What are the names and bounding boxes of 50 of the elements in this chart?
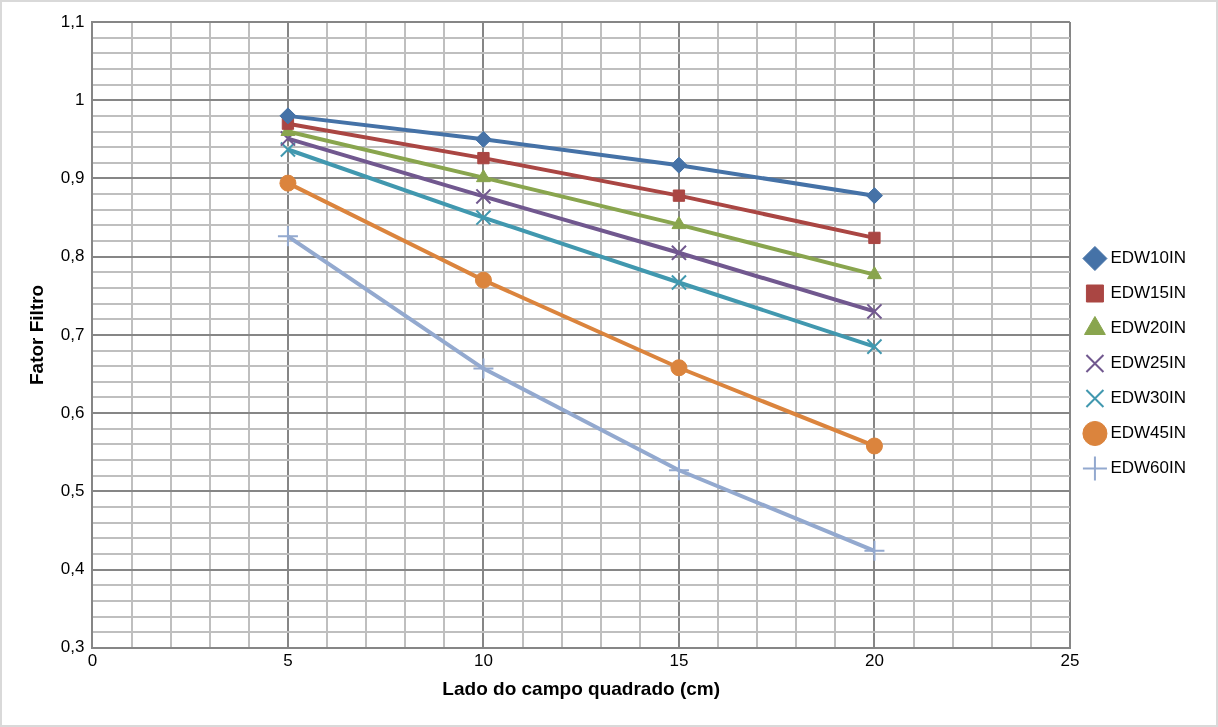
- point: [866, 303, 883, 320]
- point: [672, 189, 686, 202]
- x-tick-label: 15: [669, 650, 689, 670]
- legend-label: EDW25IN: [1110, 353, 1187, 373]
- point: [670, 359, 688, 377]
- y-tick-label: 0,5: [60, 481, 85, 501]
- legend-label: EDW45IN: [1110, 423, 1187, 443]
- point: [867, 266, 882, 280]
- point: [279, 174, 297, 192]
- point: [868, 231, 881, 245]
- y-tick-label: 0,7: [60, 324, 85, 344]
- point: [279, 130, 296, 147]
- y-tick-label: 0,6: [60, 402, 85, 422]
- legend-label: EDW30IN: [1110, 388, 1187, 408]
- x-tick-label: 0: [87, 650, 98, 670]
- legend-label: EDW60IN: [1110, 458, 1187, 478]
- point: [279, 107, 297, 125]
- point: [474, 130, 492, 148]
- point: [670, 156, 688, 174]
- x-tick-label: 5: [283, 650, 293, 670]
- point: [477, 151, 490, 165]
- legend-label: EDW20IN: [1110, 318, 1187, 338]
- point: [671, 216, 687, 230]
- legend-label: EDW15IN: [1110, 283, 1187, 303]
- point: [866, 338, 883, 355]
- point: [475, 209, 492, 226]
- point: [667, 459, 690, 482]
- point: [276, 225, 299, 248]
- y-tick-label: 0,3: [60, 637, 85, 657]
- point: [863, 539, 886, 562]
- legend-label: EDW10IN: [1110, 248, 1187, 268]
- point: [472, 357, 495, 380]
- x-tick-label: 25: [1060, 650, 1080, 670]
- y-axis-title: Fator Filtro: [25, 284, 47, 386]
- point: [865, 437, 883, 455]
- point: [279, 141, 296, 158]
- x-axis-title: Lado do campo quadrado (cm): [442, 677, 720, 699]
- y-tick-label: 1,1: [60, 11, 85, 31]
- y-tick-label: 0,9: [60, 168, 85, 188]
- y-tick-label: 0,4: [60, 559, 85, 579]
- point: [474, 271, 492, 289]
- point: [670, 274, 687, 291]
- x-tick-label: 20: [864, 650, 884, 670]
- point: [865, 187, 883, 205]
- y-tick-label: 1: [74, 89, 85, 109]
- point: [475, 188, 492, 205]
- y-tick-label: 0,8: [60, 246, 85, 266]
- x-tick-label: 10: [473, 650, 493, 670]
- point: [476, 169, 491, 183]
- point: [670, 244, 687, 261]
